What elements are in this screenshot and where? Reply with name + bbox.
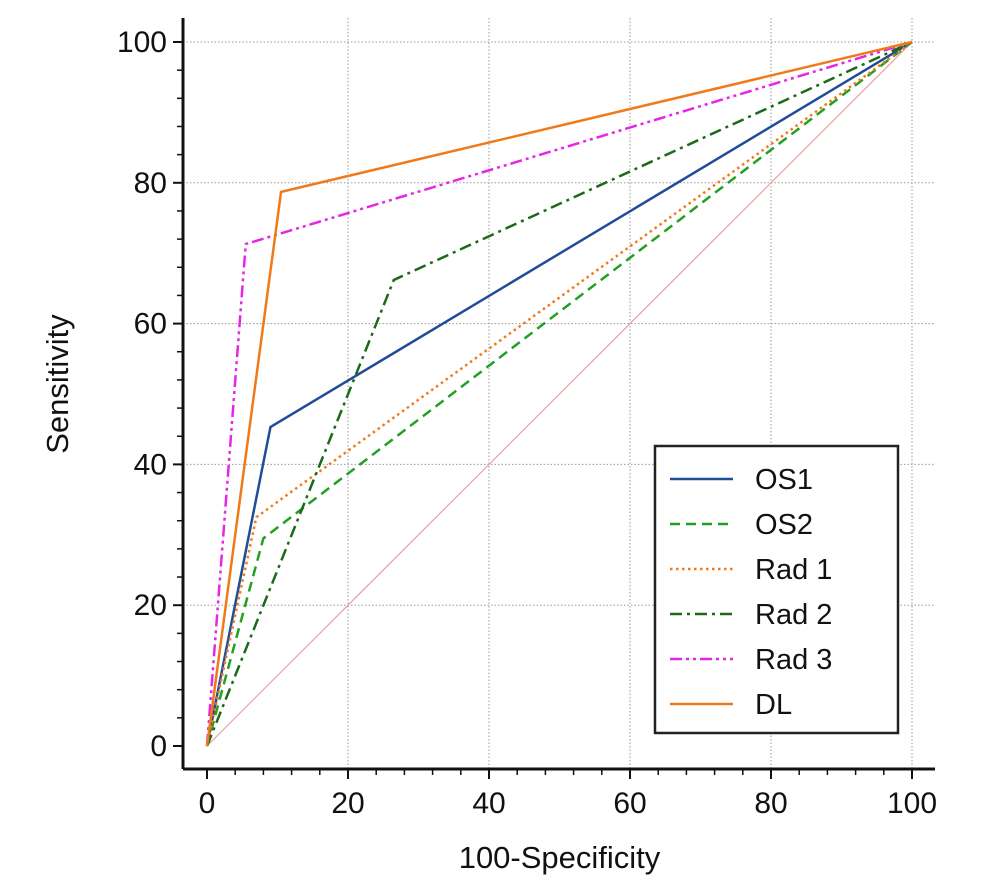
y-axis-title: Sensitivity: [40, 314, 75, 454]
y-tick-label: 0: [150, 730, 167, 763]
x-tick-label: 40: [472, 787, 505, 820]
x-tick-label: 80: [754, 787, 787, 820]
reference-diagonal: [206, 41, 913, 747]
series-line-rad-2: [205, 40, 913, 747]
legend-box: [653, 444, 900, 735]
x-tick-label: 100: [887, 787, 937, 820]
legend-label: OS1: [755, 464, 813, 496]
reference-line: [206, 41, 913, 747]
x-tick-label: 0: [199, 787, 216, 820]
y-tick-label: 80: [134, 167, 167, 200]
series-line-dl: [205, 40, 913, 747]
y-tick-label: 60: [134, 308, 167, 341]
x-tick-label: 60: [613, 787, 646, 820]
y-tick-label: 20: [134, 589, 167, 622]
legend-label: OS2: [755, 509, 813, 541]
series-lines: [205, 40, 913, 747]
legend-label: Rad 1: [755, 554, 832, 586]
axes: [181, 18, 935, 771]
x-tick-label: 20: [331, 787, 364, 820]
y-tick-label: 100: [117, 26, 167, 59]
legend-label: DL: [755, 689, 792, 721]
ticks: 0 20 40 60 80 100 0 20 40 60 80 100: [117, 26, 937, 820]
legend: OS1 OS2 Rad 1 Rad 2 Rad 3 DL: [653, 444, 900, 735]
series-line-rad-3: [205, 40, 913, 747]
series-line-os1: [205, 40, 913, 747]
legend-label: Rad 2: [755, 599, 832, 631]
legend-label: Rad 3: [755, 644, 832, 676]
series-line-rad-1: [205, 40, 913, 747]
x-axis-title: 100-Specificity: [459, 840, 661, 875]
y-tick-label: 40: [134, 448, 167, 481]
legend-items: OS1 OS2 Rad 1 Rad 2 Rad 3 DL: [670, 464, 832, 721]
series-line-os2: [205, 41, 913, 747]
